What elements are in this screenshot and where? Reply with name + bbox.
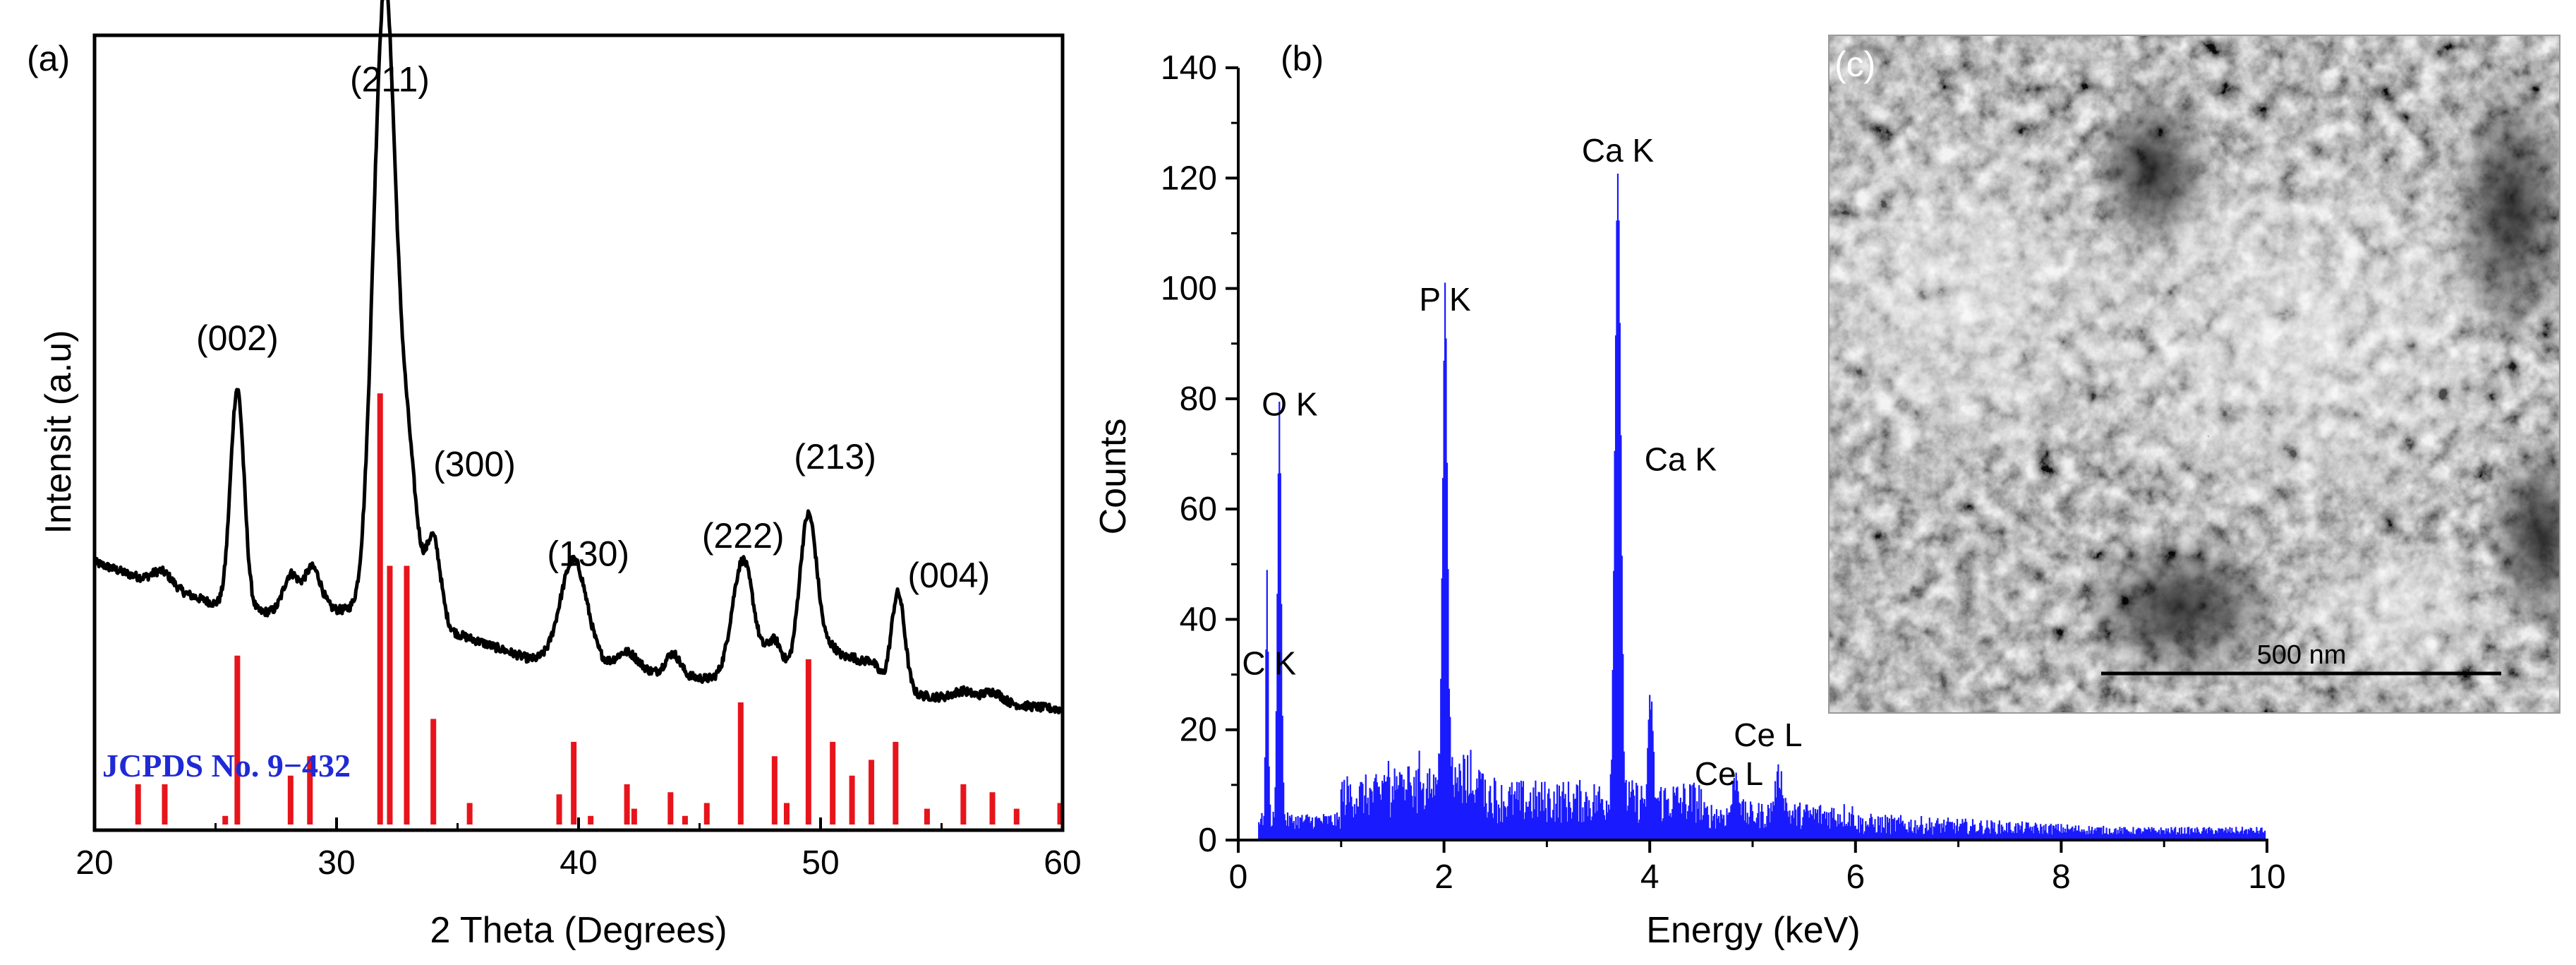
panel-c-label: (c) [1834,44,1875,84]
peak-label: (004) [907,556,990,595]
x-tick-label: 30 [318,844,355,882]
panel-b-eds-chart: (b) 0 2 4 6 8 10 0 20 40 60 80 100 120 140 Ca K P K O … [1093,39,2286,951]
sem-frame [1828,35,2560,714]
y-tick-label: 60 [1180,491,1217,528]
y-tick-label: 80 [1180,380,1217,418]
y-tick-label: 20 [1180,712,1217,749]
reference-bars [135,393,1063,825]
panel-b-y-ticks: 0 20 40 60 80 100 120 140 [1161,49,1238,859]
peak-label: (300) [433,444,516,484]
x-tick-label: 6 [1846,858,1865,896]
x-tick-label: 8 [2052,858,2071,896]
panel-a-y-axis-title: Intensit (a.u) [38,330,79,534]
y-tick-label: 140 [1161,49,1217,87]
peak-label: (213) [794,437,876,476]
eds-spectrum [1258,174,2266,840]
panel-b-x-ticks: 0 2 4 6 8 10 [1229,840,2286,896]
element-label: Ca K [1645,440,1717,477]
peak-label: (222) [702,516,785,556]
panel-a-x-ticks: 20 30 40 50 60 [75,817,1082,882]
y-tick-label: 100 [1161,270,1217,308]
scale-bar-label: 500 nm [2257,640,2347,670]
sem-void [2088,85,2215,254]
peak-label: (130) [547,534,629,574]
x-tick-label: 10 [2248,858,2285,896]
panel-b-label: (b) [1281,39,1324,78]
x-tick-label: 40 [560,844,597,882]
element-label: Ce L [1734,717,1802,753]
panel-a-label: (a) [27,39,70,78]
element-label: O K [1262,385,1318,422]
panel-a-annotations: (002) (211) (300) (130) (222) (213) (004) [196,60,990,595]
sem-void [2074,529,2286,685]
panel-b-y-axis-title: Counts [1093,419,1134,535]
element-label: Ca K [1582,132,1655,169]
element-label: Ce L [1695,755,1763,792]
panel-a-xrd-chart: (a) 20 30 40 50 60 (002) (211) (300) (130) (222)… [27,0,1082,951]
y-tick-label: 120 [1161,160,1217,197]
peak-label: (002) [196,318,279,358]
x-tick-label: 2 [1434,858,1453,896]
x-tick-label: 50 [802,844,839,882]
peak-label: (211) [350,60,430,100]
element-label: C K [1242,645,1296,682]
element-label: P K [1419,281,1471,318]
panel-b-x-axis-title: Energy (keV) [1646,910,1860,951]
x-tick-label: 20 [75,844,113,882]
xrd-curve [92,0,1065,715]
x-tick-label: 4 [1640,858,1659,896]
sem-particle-bottom [2279,537,2519,692]
x-tick-label: 60 [1044,844,1081,882]
panel-a-x-axis-title: 2 Theta (Degrees) [430,910,727,951]
y-tick-label: 0 [1198,822,1217,859]
panel-c-sem-image: (c) 500 nm [1828,35,2560,714]
sem-particle-left [1829,113,2145,480]
y-tick-label: 40 [1180,601,1217,638]
eds-count-bars [1258,174,2266,840]
panel-b-annotations: Ca K P K O K Ca K C K Ce LCe L [1242,132,1802,792]
sem-void [2448,71,2560,353]
x-tick-label: 0 [1229,858,1248,896]
reference-label: JCPDS No. 9−432 [102,748,351,784]
